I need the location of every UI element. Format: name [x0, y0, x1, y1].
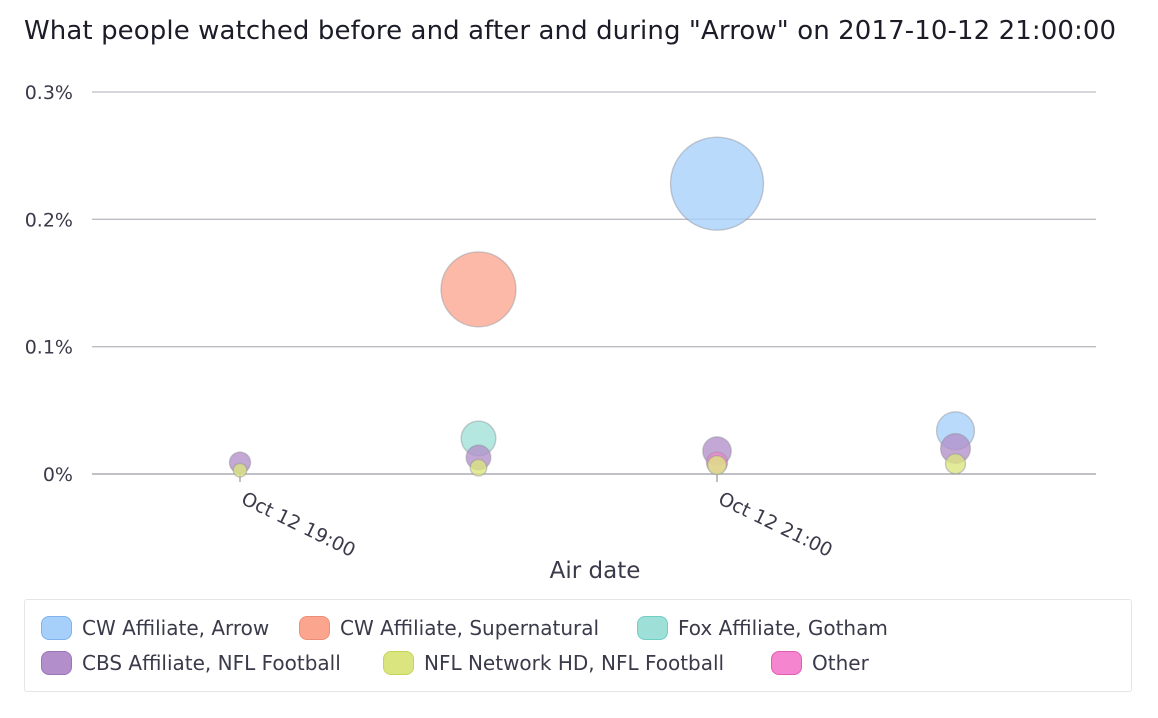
y-tick-label: 0%: [43, 464, 73, 486]
legend-swatch: [383, 651, 414, 675]
legend-item[interactable]: CBS Affiliate, NFL Football: [41, 651, 341, 675]
y-tick-label: 0.2%: [25, 209, 73, 231]
bubble-point[interactable]: [232, 462, 248, 478]
x-tick-label: Oct 12 21:00: [715, 488, 836, 562]
y-tick-label: 0.3%: [25, 82, 73, 104]
legend-item[interactable]: CW Affiliate, Supernatural: [299, 616, 599, 640]
chart-title: What people watched before and after and…: [24, 16, 1117, 46]
legend-item[interactable]: NFL Network HD, NFL Football: [383, 651, 724, 675]
legend-swatch: [637, 616, 668, 640]
legend-swatch: [41, 616, 72, 640]
legend-label: Other: [812, 651, 869, 675]
chart-plot: 0% 0.1% 0.2% 0.3% Oct 12 19:00 Oct 12 21:00 Ai…: [25, 82, 1096, 584]
bubble-point[interactable]: [669, 136, 765, 231]
bubble-point[interactable]: [944, 453, 967, 475]
legend-item[interactable]: Fox Affiliate, Gotham: [637, 616, 888, 640]
bubble-point[interactable]: [706, 454, 728, 476]
legend-swatch: [771, 651, 802, 675]
legend-item[interactable]: CW Affiliate, Arrow: [41, 616, 269, 640]
bubble-point[interactable]: [440, 251, 517, 328]
x-tick-label: Oct 12 19:00: [238, 488, 359, 562]
legend-swatch: [299, 616, 330, 640]
legend: CW Affiliate, Arrow CW Affiliate, Superna…: [24, 599, 1132, 692]
y-tick-label: 0.1%: [25, 337, 73, 359]
x-axis-title: Air date: [550, 558, 641, 584]
legend-label: CW Affiliate, Supernatural: [340, 616, 600, 640]
legend-label: NFL Network HD, NFL Football: [424, 651, 725, 675]
legend-item[interactable]: Other: [771, 651, 869, 675]
bubble-point[interactable]: [469, 458, 488, 477]
legend-label: CBS Affiliate, NFL Football: [82, 651, 341, 675]
legend-swatch: [41, 651, 72, 675]
legend-label: CW Affiliate, Arrow: [82, 616, 270, 640]
legend-label: Fox Affiliate, Gotham: [678, 616, 888, 640]
